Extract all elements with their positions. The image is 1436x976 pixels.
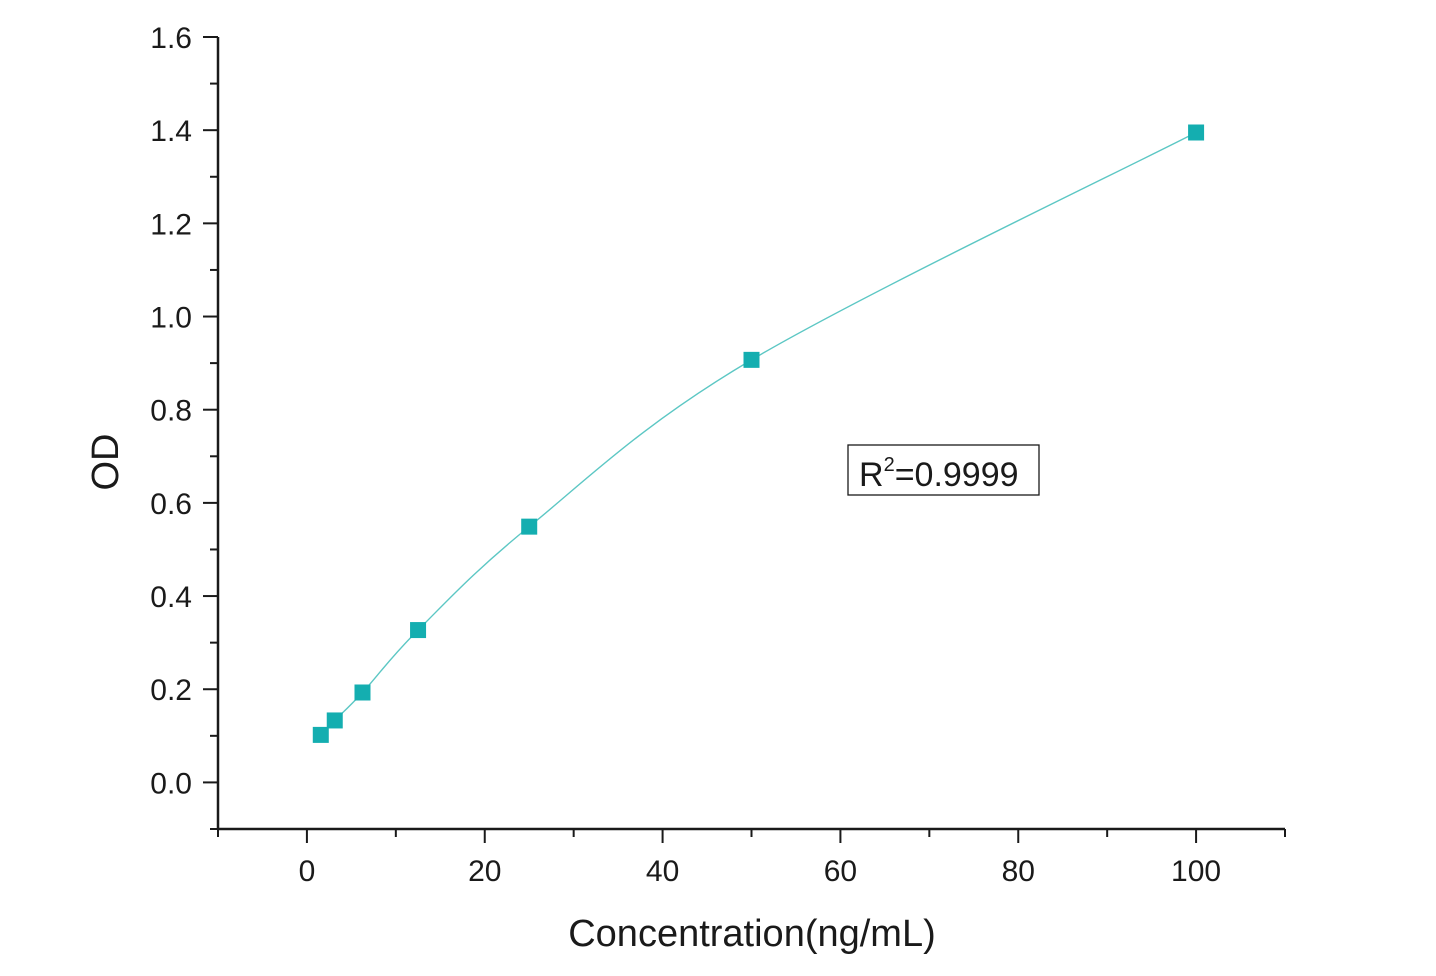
annotation-superscript: 2	[884, 454, 895, 476]
y-tick-label: 1.6	[150, 22, 192, 55]
data-point	[326, 712, 343, 729]
data-point	[354, 684, 371, 701]
x-tick-label: 40	[646, 855, 679, 888]
annotation-suffix: =0.9999	[895, 456, 1019, 494]
annotation-prefix: R	[859, 456, 884, 494]
y-tick-label: 0.0	[150, 767, 192, 800]
fit-curve	[320, 131, 1197, 736]
y-tick-label: 1.2	[150, 208, 192, 241]
y-tick-label: 1.0	[150, 302, 192, 335]
x-axis-title: Concentration(ng/mL)	[568, 913, 936, 955]
data-points	[312, 124, 1205, 743]
data-point	[521, 518, 538, 535]
data-point	[312, 726, 329, 743]
x-tick-label: 80	[1002, 855, 1035, 888]
y-tick-label: 1.4	[150, 115, 192, 148]
fit-curve-layer	[320, 131, 1197, 736]
x-tick-label: 0	[299, 855, 316, 888]
r-squared-annotation: R2=0.9999	[847, 444, 1040, 496]
data-point	[743, 351, 760, 368]
data-point	[1188, 124, 1205, 141]
annotation-box	[847, 444, 1040, 496]
axes: 0.0 0.2 0.4 0.6 0.8 1.0 1.2 1.4 1.6 0 20 40 60 80 100	[150, 22, 1286, 888]
x-tick-label: 60	[824, 855, 857, 888]
y-tick-label: 0.8	[150, 395, 192, 428]
y-tick-label: 0.2	[150, 674, 192, 707]
x-tick-label: 20	[468, 855, 501, 888]
y-axis-title: OD	[85, 434, 127, 491]
x-tick-label: 100	[1171, 855, 1221, 888]
annotation-text: R2=0.9999	[859, 454, 1019, 494]
data-point	[410, 622, 427, 639]
y-tick-label: 0.6	[150, 488, 192, 521]
y-tick-label: 0.4	[150, 581, 192, 614]
